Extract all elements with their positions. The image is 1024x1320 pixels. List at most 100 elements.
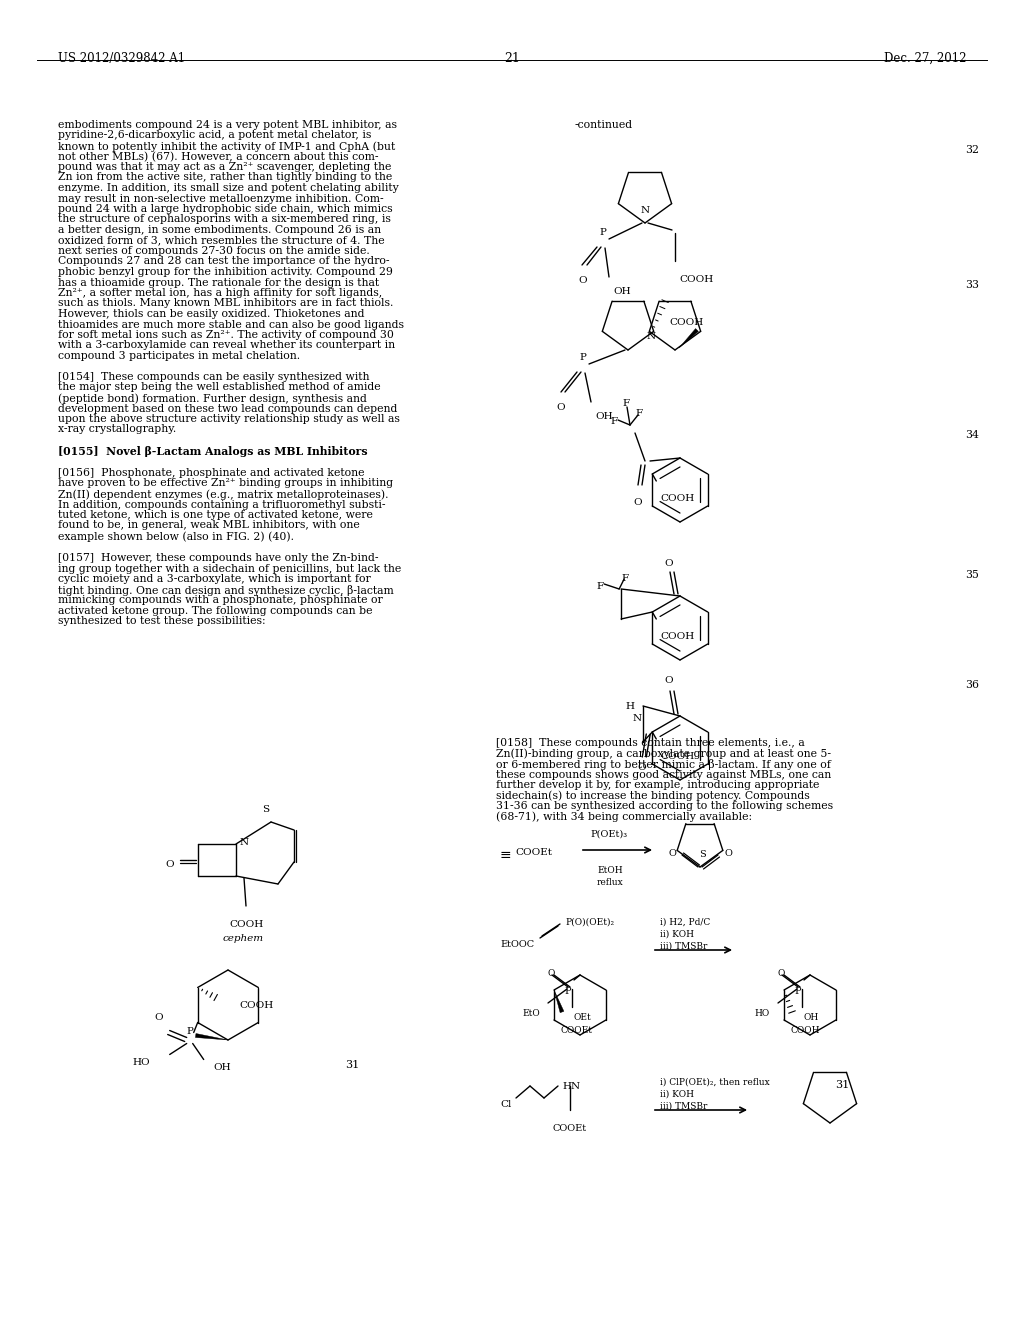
Text: or 6-membered ring to better mimic a β-lactam. If any one of: or 6-membered ring to better mimic a β-l…: [496, 759, 830, 770]
Text: the structure of cephalosporins with a six-membered ring, is: the structure of cephalosporins with a s…: [58, 214, 391, 224]
Text: ≡: ≡: [500, 847, 512, 862]
Text: OH: OH: [804, 1012, 819, 1022]
Text: O: O: [634, 498, 642, 507]
Text: [0155]  Novel β-Lactam Analogs as MBL Inhibitors: [0155] Novel β-Lactam Analogs as MBL Inh…: [58, 446, 368, 457]
Text: (peptide bond) formation. Further design, synthesis and: (peptide bond) formation. Further design…: [58, 393, 367, 404]
Text: ii) KOH: ii) KOH: [660, 931, 694, 939]
Text: [0156]  Phosphonate, phosphinate and activated ketone: [0156] Phosphonate, phosphinate and acti…: [58, 469, 365, 478]
Text: O: O: [665, 558, 674, 568]
Text: P: P: [186, 1027, 194, 1036]
Text: compound 3 participates in metal chelation.: compound 3 participates in metal chelati…: [58, 351, 300, 360]
Text: P: P: [600, 228, 606, 238]
Text: O: O: [548, 969, 555, 978]
Text: HO: HO: [755, 1008, 770, 1018]
Text: N: N: [240, 838, 249, 847]
Text: phobic benzyl group for the inhibition activity. Compound 29: phobic benzyl group for the inhibition a…: [58, 267, 393, 277]
Text: HO: HO: [132, 1059, 150, 1067]
Text: OH: OH: [613, 286, 631, 296]
Text: 33: 33: [965, 280, 979, 290]
Text: COOH: COOH: [660, 752, 694, 762]
Text: P: P: [795, 987, 802, 997]
Polygon shape: [196, 1034, 228, 1040]
Text: [0158]  These compounds contain three elements, i.e., a: [0158] These compounds contain three ele…: [496, 738, 805, 748]
Text: COOH: COOH: [791, 1026, 819, 1035]
Text: iii) TMSBr: iii) TMSBr: [660, 1102, 708, 1111]
Text: 31: 31: [345, 1060, 359, 1071]
Text: OEt: OEt: [574, 1012, 592, 1022]
Text: OH: OH: [595, 412, 612, 421]
Text: 34: 34: [965, 430, 979, 440]
Text: [0157]  However, these compounds have only the Zn-bind-: [0157] However, these compounds have onl…: [58, 553, 379, 564]
Text: activated ketone group. The following compounds can be: activated ketone group. The following co…: [58, 606, 373, 615]
Text: COOEt: COOEt: [560, 1026, 592, 1035]
Text: H: H: [626, 702, 635, 711]
Text: development based on these two lead compounds can depend: development based on these two lead comp…: [58, 404, 397, 413]
Text: 31: 31: [835, 1080, 849, 1090]
Text: F: F: [622, 399, 629, 408]
Text: enzyme. In addition, its small size and potent chelating ability: enzyme. In addition, its small size and …: [58, 183, 398, 193]
Text: thioamides are much more stable and can also be good ligands: thioamides are much more stable and can …: [58, 319, 404, 330]
Text: known to potently inhibit the activity of IMP-1 and CphA (but: known to potently inhibit the activity o…: [58, 141, 395, 152]
Text: x-ray crystallography.: x-ray crystallography.: [58, 425, 176, 434]
Text: reflux: reflux: [597, 878, 624, 887]
Text: O: O: [155, 1014, 163, 1023]
Text: F: F: [596, 582, 603, 591]
Text: -continued: -continued: [575, 120, 633, 129]
Text: O: O: [166, 861, 174, 869]
Text: ii) KOH: ii) KOH: [660, 1090, 694, 1100]
Text: N: N: [633, 714, 642, 723]
Text: further develop it by, for example, introducing appropriate: further develop it by, for example, intr…: [496, 780, 819, 789]
Text: Dec. 27, 2012: Dec. 27, 2012: [884, 51, 966, 65]
Text: such as thiols. Many known MBL inhibitors are in fact thiols.: such as thiols. Many known MBL inhibitor…: [58, 298, 393, 309]
Text: Zn²⁺, a softer metal ion, has a high affinity for soft ligands,: Zn²⁺, a softer metal ion, has a high aff…: [58, 288, 382, 298]
Text: next series of compounds 27-30 focus on the amide side.: next series of compounds 27-30 focus on …: [58, 246, 370, 256]
Text: i) H2, Pd/C: i) H2, Pd/C: [660, 917, 711, 927]
Text: pound 24 with a large hydrophobic side chain, which mimics: pound 24 with a large hydrophobic side c…: [58, 205, 392, 214]
Text: tight binding. One can design and synthesize cyclic, β-lactam: tight binding. One can design and synthe…: [58, 585, 394, 595]
Text: COOH: COOH: [679, 275, 714, 284]
Text: O: O: [778, 969, 785, 978]
Text: cyclic moiety and a 3-carboxylate, which is important for: cyclic moiety and a 3-carboxylate, which…: [58, 574, 371, 583]
Text: OH: OH: [214, 1063, 231, 1072]
Text: S: S: [262, 805, 269, 814]
Text: EtO: EtO: [522, 1008, 540, 1018]
Text: 31-36 can be synthesized according to the following schemes: 31-36 can be synthesized according to th…: [496, 801, 834, 810]
Text: upon the above structure activity relationship study as well as: upon the above structure activity relati…: [58, 414, 400, 424]
Text: COOEt: COOEt: [515, 847, 552, 857]
Text: EtOH: EtOH: [597, 866, 623, 875]
Text: S: S: [699, 850, 707, 859]
Text: ing group together with a sidechain of penicillins, but lack the: ing group together with a sidechain of p…: [58, 564, 401, 573]
Text: example shown below (also in FIG. 2) (40).: example shown below (also in FIG. 2) (40…: [58, 531, 294, 541]
Text: P: P: [580, 352, 587, 362]
Text: P(OEt)₃: P(OEt)₃: [590, 830, 627, 840]
Text: 32: 32: [965, 145, 979, 154]
Text: COOEt: COOEt: [553, 1125, 587, 1133]
Text: embodiments compound 24 is a very potent MBL inhibitor, as: embodiments compound 24 is a very potent…: [58, 120, 397, 129]
Text: N: N: [647, 333, 656, 341]
Text: COOH: COOH: [660, 494, 694, 503]
Text: these compounds shows good activity against MBLs, one can: these compounds shows good activity agai…: [496, 770, 831, 780]
Text: O: O: [637, 763, 645, 772]
Text: oxidized form of 3, which resembles the structure of 4. The: oxidized form of 3, which resembles the …: [58, 235, 385, 246]
Text: not other MBLs) (67). However, a concern about this com-: not other MBLs) (67). However, a concern…: [58, 152, 379, 162]
Text: with a 3-carboxylamide can reveal whether its counterpart in: with a 3-carboxylamide can reveal whethe…: [58, 341, 395, 351]
Text: N: N: [640, 206, 649, 215]
Text: P(O)(OEt)₂: P(O)(OEt)₂: [565, 917, 614, 927]
Text: P: P: [564, 987, 571, 997]
Text: EtOOC: EtOOC: [500, 940, 535, 949]
Text: Zn(II)-binding group, a carboxylate group and at least one 5-: Zn(II)-binding group, a carboxylate grou…: [496, 748, 831, 759]
Text: i) ClP(OEt)₂, then reflux: i) ClP(OEt)₂, then reflux: [660, 1078, 770, 1086]
Text: In addition, compounds containing a trifluoromethyl substi-: In addition, compounds containing a trif…: [58, 499, 385, 510]
Text: mimicking compounds with a phosphonate, phosphinate or: mimicking compounds with a phosphonate, …: [58, 595, 383, 605]
Text: Zn(II) dependent enzymes (e.g., matrix metalloproteinases).: Zn(II) dependent enzymes (e.g., matrix m…: [58, 488, 388, 499]
Text: (68-71), with 34 being commercially available:: (68-71), with 34 being commercially avai…: [496, 812, 752, 822]
Text: iii) TMSBr: iii) TMSBr: [660, 942, 708, 950]
Text: Cl: Cl: [500, 1100, 511, 1109]
Text: the major step being the well established method of amide: the major step being the well establishe…: [58, 383, 381, 392]
Text: F: F: [622, 574, 629, 583]
Text: cephem: cephem: [222, 935, 263, 942]
Polygon shape: [679, 329, 698, 348]
Text: 21: 21: [504, 51, 520, 65]
Text: synthesized to test these possibilities:: synthesized to test these possibilities:: [58, 616, 265, 626]
Text: However, thiols can be easily oxidized. Thioketones and: However, thiols can be easily oxidized. …: [58, 309, 365, 319]
